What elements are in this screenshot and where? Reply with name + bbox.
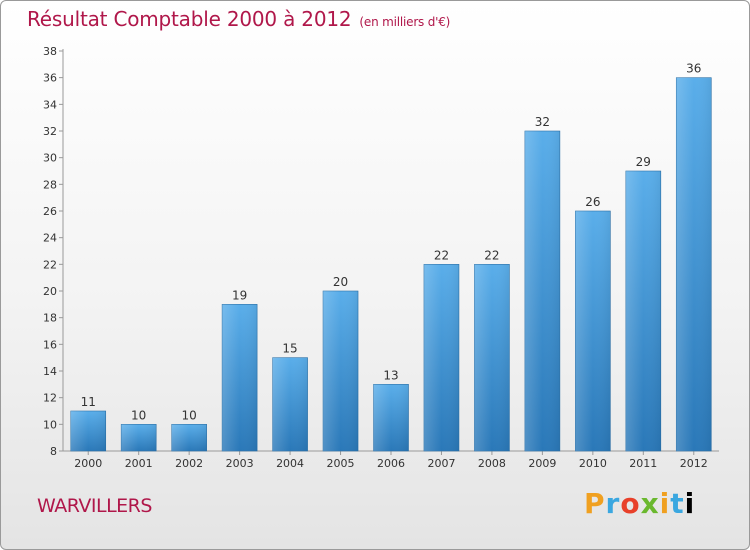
x-tick-label-2009: 2009 [528, 457, 556, 470]
value-label-2000: 11 [81, 395, 96, 409]
x-tick-label-2003: 2003 [226, 457, 254, 470]
bar-sheen [323, 291, 359, 451]
value-label-2002: 10 [182, 408, 197, 422]
y-tick-label: 30 [43, 152, 57, 165]
y-tick-label: 10 [43, 418, 57, 431]
y-tick-label: 14 [43, 365, 57, 378]
x-tick-label-2012: 2012 [680, 457, 708, 470]
y-tick-label: 8 [50, 445, 57, 458]
logo-letter: i [659, 487, 671, 520]
y-tick-label: 22 [43, 258, 57, 271]
chart-title-text: Résultat Comptable 2000 à 2012 [27, 7, 352, 31]
bar-sheen [625, 171, 661, 451]
bar-sheen [373, 384, 409, 451]
y-tick-label: 34 [43, 98, 57, 111]
bar-sheen [524, 131, 560, 451]
y-tick-label: 20 [43, 285, 57, 298]
x-tick-label-2004: 2004 [276, 457, 304, 470]
y-tick-label: 24 [43, 232, 57, 245]
logo-letter: i [684, 487, 696, 520]
bar-sheen [70, 411, 106, 451]
value-label-2009: 32 [535, 115, 550, 129]
bar-sheen [474, 264, 510, 451]
logo-letter: o [620, 487, 641, 520]
chart-subtitle: (en milliers d'€) [359, 15, 451, 29]
x-tick-label-2008: 2008 [478, 457, 506, 470]
value-label-2008: 22 [484, 248, 499, 262]
y-tick-label: 38 [43, 45, 57, 58]
logo-letter: P [584, 487, 606, 520]
x-tick-label-2007: 2007 [427, 457, 455, 470]
x-tick-label-2005: 2005 [327, 457, 355, 470]
bar-sheen [171, 424, 207, 451]
x-tick-label-2011: 2011 [629, 457, 657, 470]
value-label-2006: 13 [383, 368, 398, 382]
y-tick-label: 12 [43, 392, 57, 405]
value-label-2012: 36 [686, 62, 701, 76]
bar-sheen [575, 211, 611, 451]
place-name: WARVILLERS [37, 495, 152, 517]
bar-sheen [222, 304, 258, 451]
chart-title: Résultat Comptable 2000 à 2012 (en millie… [27, 7, 450, 31]
value-label-2003: 19 [232, 288, 247, 302]
value-label-2004: 15 [282, 342, 297, 356]
y-tick-label: 32 [43, 125, 57, 138]
x-tick-label-2001: 2001 [125, 457, 153, 470]
y-tick-label: 18 [43, 312, 57, 325]
y-tick-label: 36 [43, 72, 57, 85]
value-label-2001: 10 [131, 408, 146, 422]
value-label-2010: 26 [585, 195, 600, 209]
x-tick-label-2000: 2000 [74, 457, 102, 470]
y-tick-label: 16 [43, 338, 57, 351]
logo-letter: t [670, 487, 685, 520]
proxiti-logo: Proxiti [584, 487, 695, 520]
x-tick-label-2002: 2002 [175, 457, 203, 470]
y-tick-label: 28 [43, 178, 57, 191]
logo-letter: x [640, 487, 660, 520]
value-label-2011: 29 [636, 155, 651, 169]
bar-sheen [423, 264, 459, 451]
bar-sheen [272, 357, 308, 451]
y-tick-label: 26 [43, 205, 57, 218]
bar-sheen [121, 424, 157, 451]
x-tick-label-2010: 2010 [579, 457, 607, 470]
value-label-2005: 20 [333, 275, 348, 289]
value-label-2007: 22 [434, 248, 449, 262]
x-tick-label-2006: 2006 [377, 457, 405, 470]
bar-sheen [676, 77, 712, 452]
logo-letter: r [605, 487, 621, 520]
